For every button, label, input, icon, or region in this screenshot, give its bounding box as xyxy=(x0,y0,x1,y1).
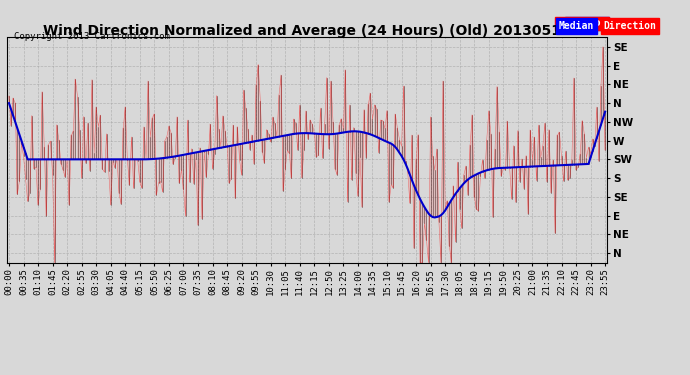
Text: Direction: Direction xyxy=(604,21,657,31)
Text: Median: Median xyxy=(559,21,594,31)
Text: Median: Median xyxy=(567,18,607,28)
Text: Direction: Direction xyxy=(557,18,607,28)
Title: Wind Direction Normalized and Average (24 Hours) (Old) 20130514: Wind Direction Normalized and Average (2… xyxy=(43,24,571,38)
Text: Copyright 2013 Cartronics.com: Copyright 2013 Cartronics.com xyxy=(14,32,170,41)
